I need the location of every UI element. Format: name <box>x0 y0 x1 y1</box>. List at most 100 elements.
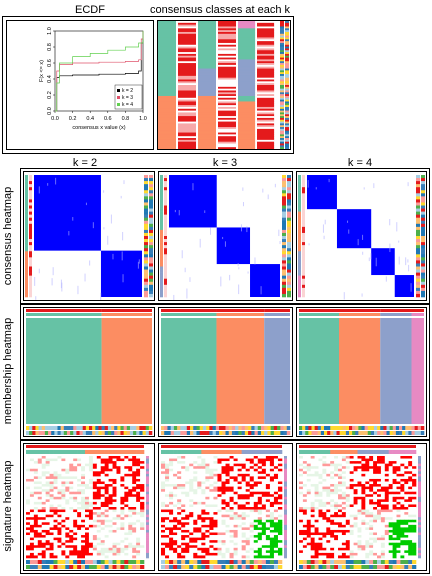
signature-cell <box>161 507 166 510</box>
signature-cell <box>341 458 347 462</box>
consensus-sample-anno <box>287 266 291 270</box>
signature-cell <box>108 555 113 559</box>
signature-cell <box>404 478 409 482</box>
signature-cell <box>213 514 218 518</box>
signature-cell <box>217 484 222 487</box>
signature-sample-anno <box>161 565 166 569</box>
signature-cell <box>213 494 218 498</box>
signature-cell <box>249 456 255 459</box>
class-cell <box>158 110 176 113</box>
signature-cell <box>205 522 210 526</box>
consensus-noise <box>222 236 224 240</box>
signature-cell <box>233 466 238 470</box>
signature-cell <box>177 484 182 487</box>
signature-cell <box>380 519 386 523</box>
signature-cell <box>173 504 178 508</box>
signature-cell <box>377 461 382 464</box>
class-cell <box>198 99 216 102</box>
signature-cell <box>277 501 283 505</box>
signature-cell <box>124 478 129 482</box>
consensus-silhouette-anno <box>164 266 167 270</box>
consensus-silhouette-anno <box>29 181 32 185</box>
signature-cell <box>353 494 358 498</box>
signature-cell <box>209 478 214 482</box>
signature-cell <box>377 491 382 495</box>
consensus-silhouette-anno <box>302 187 305 191</box>
signature-cell <box>88 540 94 543</box>
signature-cell <box>384 476 389 480</box>
consensus-silhouette-anno <box>302 178 305 182</box>
signature-cell <box>384 517 389 521</box>
signature-row-anno <box>418 496 421 500</box>
signature-cell <box>217 496 222 500</box>
membership-sample-anno <box>260 431 265 435</box>
signature-cell <box>37 491 43 495</box>
signature-cell <box>41 535 46 538</box>
signature-cell <box>189 486 194 490</box>
consensus-sample-anno <box>416 290 420 295</box>
signature-cell <box>26 481 31 485</box>
signature-cell <box>41 519 46 523</box>
membership-sample-anno <box>186 426 191 430</box>
consensus-class-anno <box>298 281 301 286</box>
signature-cell <box>85 501 90 505</box>
signature-cell <box>221 545 226 549</box>
silhouette-cell <box>218 114 236 117</box>
signature-cell <box>185 545 190 549</box>
membership-sample-anno <box>139 426 143 430</box>
signature-cell <box>233 542 238 546</box>
membership-sample-anno <box>308 431 312 435</box>
signature-cell <box>314 458 319 462</box>
signature-row-anno <box>284 535 287 538</box>
signature-cell <box>273 456 279 459</box>
signature-cell <box>132 458 137 462</box>
signature-cell <box>33 529 39 533</box>
signature-row-anno <box>418 522 421 526</box>
signature-cell <box>273 471 279 475</box>
signature-cell <box>261 458 267 462</box>
annotation-cell <box>280 143 284 146</box>
signature-cell <box>85 547 90 551</box>
consensus-class-anno <box>25 251 28 255</box>
class-cell <box>238 81 256 84</box>
signature-cell <box>377 499 382 503</box>
signature-cell <box>330 512 335 515</box>
annotation-cell <box>280 48 284 51</box>
consensus-silhouette-anno <box>302 226 305 231</box>
signature-cell <box>29 489 35 492</box>
signature-cell <box>193 540 198 543</box>
signature-cell <box>128 519 133 523</box>
consensus-silhouette-anno <box>164 199 167 203</box>
signature-cell <box>120 552 125 556</box>
signature-row-anno <box>146 489 149 492</box>
signature-cell <box>318 491 323 495</box>
signature-row-anno <box>146 463 149 467</box>
class-cell <box>198 90 216 93</box>
signature-cell <box>273 522 279 526</box>
consensus-silhouette-anno <box>302 266 305 270</box>
signature-cell <box>257 524 263 528</box>
signature-cell <box>338 481 343 485</box>
signature-cell <box>380 522 386 526</box>
signature-row-anno <box>418 473 421 477</box>
annotation-cell <box>285 28 289 31</box>
membership-sample-anno <box>408 431 412 435</box>
silhouette-cell <box>257 127 275 130</box>
signature-cell <box>253 545 259 549</box>
signature-cell <box>57 481 62 485</box>
signature-cell <box>189 529 194 533</box>
signature-cell <box>108 529 113 533</box>
membership-sample-anno <box>126 431 131 435</box>
signature-cell <box>104 509 109 513</box>
signature-cell <box>124 550 129 554</box>
membership-sample-anno <box>212 431 217 435</box>
signature-cell <box>221 529 226 533</box>
signature-cell <box>209 484 214 487</box>
signature-cell <box>104 471 109 475</box>
signature-cell <box>269 537 275 541</box>
class-cell <box>198 97 216 101</box>
signature-cell <box>100 499 105 503</box>
signature-cell <box>161 491 166 495</box>
signature-cell <box>330 504 335 508</box>
signature-cell <box>173 512 178 515</box>
